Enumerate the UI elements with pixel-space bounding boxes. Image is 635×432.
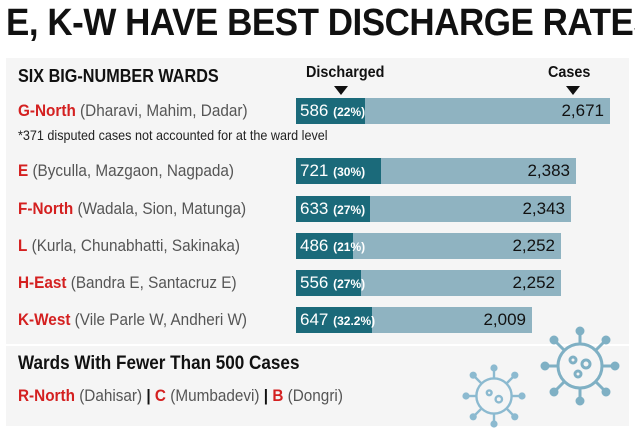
virus-icon [462, 364, 526, 428]
ward-name: K-West [18, 310, 71, 329]
ward-name: H-East [18, 273, 67, 292]
ward-areas: (Dharavi, Mahim, Dadar) [75, 101, 248, 120]
ward-areas: (Byculla, Mazgaon, Nagpada) [28, 161, 235, 180]
chart-title: E, K-W HAVE BEST DISCHARGE RATES [6, 2, 635, 44]
ward-label: K-West (Vile Parle W, Andheri W) [18, 310, 247, 330]
discharged-label: 633 (27%) [300, 199, 366, 218]
discharged-label: 721 (30%) [300, 161, 366, 180]
cases-label: 2,343 [522, 199, 565, 218]
discharged-bar [296, 270, 361, 296]
fewer-ward-area: (Dongri) [287, 386, 343, 405]
cases-label: 2,252 [512, 236, 555, 255]
discharged-percent: (27%) [333, 277, 366, 291]
discharged-header: Discharged [306, 64, 385, 81]
ward-areas: (Bandra E, Santacruz E) [66, 273, 237, 292]
separator: | [146, 386, 151, 405]
virus-icon [540, 326, 620, 406]
fewer-ward-name: C [154, 386, 166, 405]
fewer-ward-area: (Dahisar) [79, 386, 143, 405]
ward-name: G-North [18, 101, 76, 120]
discharged-label: 556 (27%) [300, 273, 366, 292]
section-heading: SIX BIG-NUMBER WARDS [18, 66, 219, 86]
discharged-label: 647 (32.2%) [300, 310, 376, 329]
discharged-bar [296, 158, 381, 184]
discharged-label: 586 (22%) [300, 101, 366, 120]
fewer-ward-name: R-North [18, 386, 75, 405]
cases-label: 2,252 [512, 273, 555, 292]
discharged-bar [296, 233, 353, 259]
fewer-wards-list: R-North (Dahisar) | C (Mumbadevi) | B (D… [18, 386, 343, 406]
cases-label: 2,009 [483, 310, 526, 329]
cases-label: 2,671 [561, 101, 604, 120]
ward-label: G-North (Dharavi, Mahim, Dadar) [18, 101, 248, 121]
ward-areas: (Kurla, Chunabhatti, Sakinaka) [27, 236, 240, 255]
ward-areas: (Vile Parle W, Andheri W) [70, 310, 248, 329]
discharged-arrow-icon [334, 86, 348, 95]
ward-label: L (Kurla, Chunabhatti, Sakinaka) [18, 236, 240, 256]
ward-label: H-East (Bandra E, Santacruz E) [18, 273, 237, 293]
ward-label: F-North (Wadala, Sion, Matunga) [18, 199, 246, 219]
discharged-bar [296, 98, 365, 124]
fewer-ward-area: (Mumbadevi) [170, 386, 260, 405]
discharged-percent: (21%) [333, 240, 366, 254]
fewer-ward-name: B [272, 386, 284, 405]
discharged-percent: (30%) [333, 165, 366, 179]
discharged-bar [296, 307, 372, 333]
ward-name: L [18, 236, 28, 255]
ward-name: F-North [18, 199, 74, 218]
separator: | [263, 386, 269, 405]
fewer-wards-panel [6, 346, 629, 426]
cases-arrow-icon [566, 86, 580, 95]
cases-label: 2,383 [527, 161, 570, 180]
discharged-percent: (27%) [333, 203, 366, 217]
discharged-percent: (32.2%) [333, 314, 376, 328]
discharged-bar [296, 196, 370, 222]
cases-header: Cases [548, 64, 591, 81]
fewer-wards-title: Wards With Fewer Than 500 Cases [18, 353, 300, 374]
chart-title-bar: E, K-W HAVE BEST DISCHARGE RATES [0, 0, 635, 52]
ward-name: E [18, 161, 29, 180]
discharged-label: 486 (21%) [300, 236, 366, 255]
ward-areas: (Wadala, Sion, Matunga) [73, 199, 247, 218]
discharged-percent: (22%) [333, 105, 366, 119]
ward-label: E (Byculla, Mazgaon, Nagpada) [18, 161, 234, 181]
disputed-note: *371 disputed cases not accounted for at… [18, 127, 328, 143]
